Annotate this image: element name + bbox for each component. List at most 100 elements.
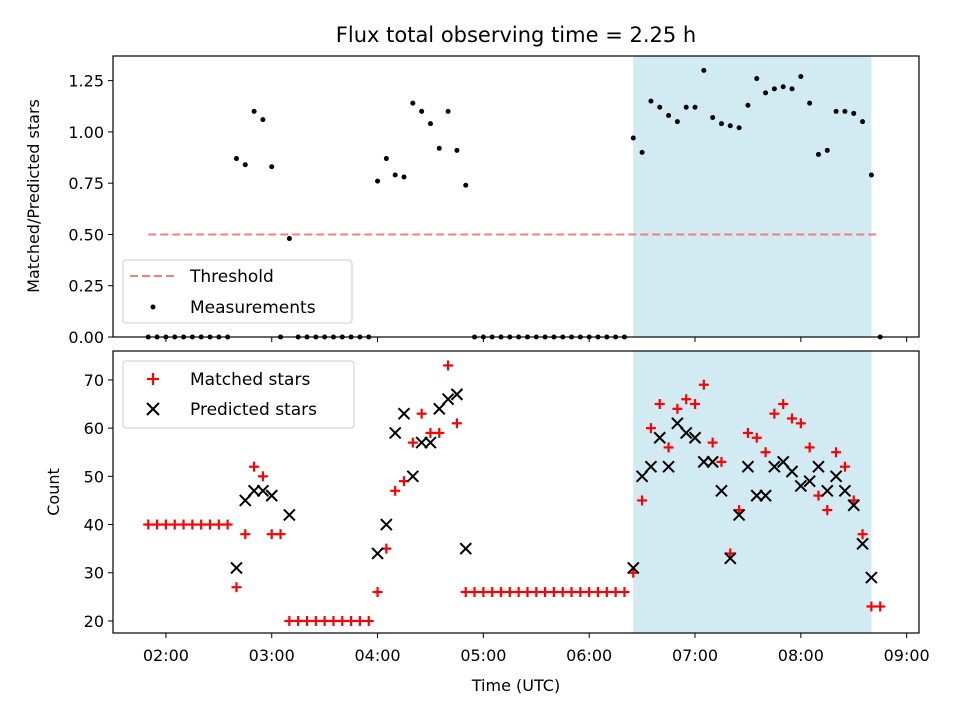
matched-star-point [319, 615, 330, 626]
measurement-point [401, 174, 407, 180]
measurement-point [648, 98, 654, 104]
predicted-star-point [406, 470, 420, 483]
matched-star-point [654, 399, 665, 410]
count-x-tick-label: 08:00 [778, 646, 824, 665]
predicted-star-point [256, 484, 270, 498]
predicted-star-point [459, 542, 472, 555]
measurement-point [251, 108, 257, 114]
matched-star-point [857, 529, 868, 540]
predicted-star-point [741, 460, 755, 473]
measurements-legend-swatch [150, 304, 156, 310]
predicted-star-point [847, 499, 860, 512]
ratio-panel: 0.00 0.25 0.50 0.75 1.00 1.25 Matched/Predict… [24, 55, 920, 347]
matched-star-point [178, 519, 189, 530]
measurement-point [666, 112, 672, 118]
measurement-point [815, 151, 821, 157]
matched-star-point [601, 587, 612, 598]
matched-star-point [160, 519, 171, 530]
matched-star-point [584, 587, 595, 598]
measurement-point [269, 164, 275, 170]
matched-star-point [663, 442, 674, 453]
measurement-point [754, 76, 760, 82]
count-y-tick-label: 60 [84, 419, 104, 438]
predicted-star-point [380, 518, 393, 531]
measurement-point [286, 236, 292, 242]
matched-star-point [469, 587, 480, 598]
matched-star-point [698, 379, 709, 390]
measurement-point [657, 104, 663, 110]
count-y-tick-label: 20 [84, 612, 104, 631]
matched-star-point [531, 587, 542, 598]
count-x-tick-label: 03:00 [249, 646, 295, 665]
predicted-star-point [768, 460, 781, 473]
predicted-star-point [821, 484, 834, 498]
ratio-y-tick-label: 0.00 [68, 328, 104, 347]
matched-star-point [610, 587, 621, 598]
measurement-point [639, 149, 645, 155]
matched-star-point [734, 505, 745, 516]
matched-star-point [557, 587, 568, 598]
measurement-point [260, 117, 266, 123]
predicted-star-point [627, 561, 640, 575]
matched-star-point [628, 567, 639, 578]
matched-star-point [196, 519, 207, 530]
ratio-y-axis-label: Matched/Predicted stars [24, 99, 43, 293]
count-x-tick-label: 05:00 [460, 646, 506, 665]
matched-star-point [831, 447, 842, 458]
predicted-star-point [371, 547, 384, 560]
matched-star-point [328, 615, 339, 626]
matched-star-point [839, 461, 850, 472]
predicted-star-point [706, 455, 719, 469]
matched-star-point [707, 437, 718, 448]
measurement-point [427, 121, 433, 127]
matched-legend-swatch [147, 373, 159, 385]
matched-star-point [205, 519, 216, 530]
ratio-y-tick-label: 0.50 [68, 225, 104, 244]
measurement-point [683, 104, 689, 110]
matched-star-point [213, 519, 224, 530]
measurement-point [860, 119, 866, 125]
matched-star-point [496, 587, 507, 598]
count-axes-frame [112, 350, 920, 634]
count-y-tick-label: 70 [84, 371, 104, 390]
measurement-point [674, 119, 680, 125]
matched-star-point [566, 587, 577, 598]
predicted-star-point [433, 402, 446, 416]
count-legend: Matched stars Predicted stars [122, 360, 355, 429]
matched-star-point [822, 505, 833, 516]
matched-star-point [742, 427, 753, 438]
matched-legend-label: Matched stars [190, 370, 310, 390]
measurement-point [763, 90, 769, 96]
matched-star-point [152, 519, 163, 530]
matched-star-point [619, 587, 630, 598]
predicted-legend-label: Predicted stars [190, 400, 317, 420]
matched-star-point [751, 432, 762, 443]
matched-star-point [266, 529, 277, 540]
predicted-star-point [644, 460, 658, 473]
predicted-star-point [671, 417, 684, 430]
measurement-point [851, 110, 857, 116]
measurement-point [233, 156, 239, 162]
count-x-tick-label: 04:00 [354, 646, 400, 665]
predicted-star-point [450, 388, 464, 401]
matched-star-point [593, 587, 604, 598]
predicted-star-point [653, 431, 666, 444]
matched-star-point [169, 519, 180, 530]
matched-star-point [778, 399, 789, 410]
matched-star-point [425, 427, 436, 438]
matched-star-point [504, 587, 515, 598]
predicted-star-point [415, 436, 428, 449]
predicted-star-point [838, 484, 852, 498]
predicted-star-point [441, 392, 455, 406]
predicted-star-point [697, 455, 711, 469]
matched-star-point [540, 587, 551, 598]
measurement-point [736, 125, 742, 131]
predicted-star-point [265, 489, 278, 502]
ratio-axes-frame [112, 55, 920, 338]
count-x-axis-label: Time (UTC) [471, 676, 560, 695]
matched-star-point [478, 587, 489, 598]
measurement-point [868, 172, 874, 178]
predicted-star-point [776, 455, 790, 469]
measurement-point [833, 108, 839, 114]
